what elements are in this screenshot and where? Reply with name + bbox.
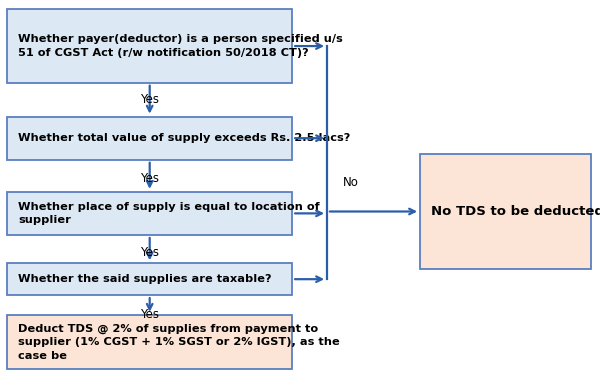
Text: Yes: Yes <box>140 172 160 185</box>
FancyBboxPatch shape <box>7 9 292 83</box>
Text: Whether the said supplies are taxable?: Whether the said supplies are taxable? <box>18 274 271 284</box>
Text: Whether payer(deductor) is a person specified u/s
51 of CGST Act (r/w notificati: Whether payer(deductor) is a person spec… <box>18 34 343 58</box>
Text: Deduct TDS @ 2% of supplies from payment to
supplier (1% CGST + 1% SGST or 2% IG: Deduct TDS @ 2% of supplies from payment… <box>18 323 340 361</box>
FancyBboxPatch shape <box>7 263 292 295</box>
Text: Yes: Yes <box>140 308 160 321</box>
Text: Yes: Yes <box>140 246 160 259</box>
Text: Whether place of supply is equal to location of
supplier: Whether place of supply is equal to loca… <box>18 202 320 225</box>
Text: No TDS to be deducted: No TDS to be deducted <box>431 205 600 218</box>
FancyBboxPatch shape <box>7 315 292 369</box>
FancyBboxPatch shape <box>7 117 292 160</box>
FancyBboxPatch shape <box>7 192 292 235</box>
FancyBboxPatch shape <box>420 154 591 269</box>
Text: No: No <box>343 176 359 189</box>
Text: Yes: Yes <box>140 93 160 106</box>
Text: Whether total value of supply exceeds Rs. 2.5 lacs?: Whether total value of supply exceeds Rs… <box>18 133 350 143</box>
